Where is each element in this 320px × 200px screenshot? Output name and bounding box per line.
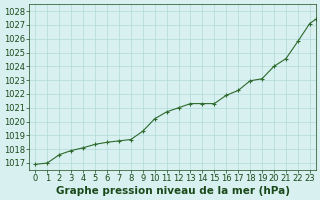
- X-axis label: Graphe pression niveau de la mer (hPa): Graphe pression niveau de la mer (hPa): [56, 186, 290, 196]
